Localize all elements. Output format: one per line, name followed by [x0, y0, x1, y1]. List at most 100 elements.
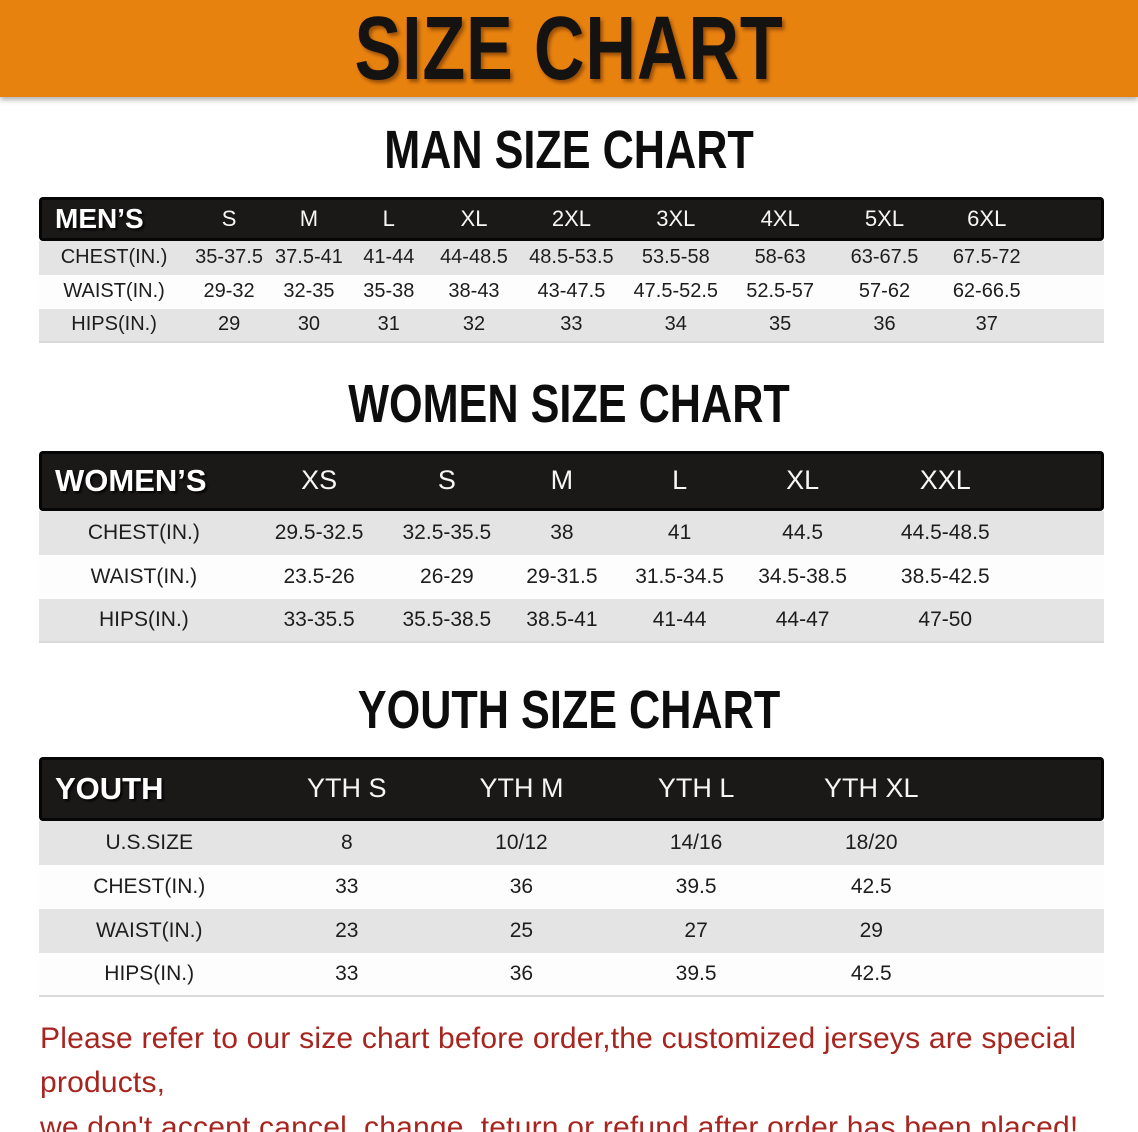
man-size-chart-heading: MAN SIZE CHART	[0, 123, 1138, 177]
size-value-cell: 37.5-41	[269, 240, 349, 275]
disclaimer-line-1: Please refer to our size chart before or…	[40, 1021, 1077, 1100]
disclaimer: Please refer to our size chart before or…	[40, 1017, 1108, 1132]
size-value-cell: 29	[189, 308, 270, 343]
disclaimer-line-2: we don't accept cancel, change, teturn o…	[40, 1110, 1079, 1132]
women-header-row: WOMEN’S XS S M L XL XXL	[39, 450, 1104, 511]
women-row-waistin: WAIST(IN.) 23.5-26 26-29 29-31.5 31.5-34.5 34…	[39, 554, 1104, 599]
size-value-cell: 32.5-35.5	[389, 510, 505, 555]
row-spacer	[959, 908, 1104, 953]
size-value-cell: 52.5-57	[727, 274, 833, 309]
youth-header-spacer	[959, 756, 1104, 821]
size-value-cell: 38	[504, 510, 620, 555]
size-value-cell: 8	[259, 820, 435, 865]
youth-table-title: YOUTH	[39, 756, 260, 821]
row-label: HIPS(IN.)	[39, 598, 249, 643]
size-value-cell: 39.5	[608, 864, 784, 909]
youth-size-table: YOUTH YTH S YTH M YTH L YTH XL U.S.SIZE 8 10/12…	[39, 756, 1104, 997]
size-value-cell: 36	[434, 864, 609, 909]
size-value-cell: 38.5-42.5	[865, 554, 1026, 599]
youth-size-column-header: YTH XL	[783, 756, 960, 821]
women-row-chestin: CHEST(IN.) 29.5-32.5 32.5-35.5 38 41 44.5 44.5…	[39, 510, 1104, 555]
youth-row-ussize: U.S.SIZE 8 10/12 14/16 18/20	[39, 820, 1104, 865]
size-value-cell: 58-63	[727, 240, 833, 275]
men-size-column-header: L	[348, 196, 429, 241]
size-value-cell: 35.5-38.5	[389, 598, 505, 643]
size-value-cell: 42.5	[783, 952, 960, 997]
women-size-chart-heading-text: WOMEN SIZE CHART	[348, 373, 790, 434]
size-value-cell: 41-44	[348, 240, 429, 275]
banner-title: SIZE CHART	[354, 0, 784, 99]
row-label: HIPS(IN.)	[39, 952, 260, 997]
row-label: WAIST(IN.)	[39, 554, 249, 599]
size-value-cell: 33	[259, 952, 435, 997]
size-value-cell: 41	[619, 510, 740, 555]
men-size-column-header: S	[189, 196, 270, 241]
size-value-cell: 42.5	[783, 864, 960, 909]
women-table-title: WOMEN’S	[39, 450, 249, 511]
row-label: CHEST(IN.)	[39, 240, 190, 275]
row-spacer	[959, 820, 1104, 865]
row-label: U.S.SIZE	[39, 820, 260, 865]
size-value-cell: 35-38	[348, 274, 429, 309]
size-value-cell: 32-35	[269, 274, 349, 309]
women-size-column-header: XXL	[865, 450, 1026, 511]
men-header-spacer	[1036, 196, 1104, 241]
size-value-cell: 23	[259, 908, 435, 953]
size-value-cell: 62-66.5	[936, 274, 1037, 309]
row-spacer	[1025, 554, 1104, 599]
size-value-cell: 44-47	[739, 598, 866, 643]
size-value-cell: 44.5-48.5	[865, 510, 1026, 555]
youth-row-waistin: WAIST(IN.) 23 25 27 29	[39, 908, 1104, 953]
women-size-table: WOMEN’S XS S M L XL XXL CHEST(IN.) 29.5-32.5 32.5…	[39, 450, 1104, 643]
size-value-cell: 25	[434, 908, 609, 953]
row-spacer	[1036, 240, 1104, 275]
size-value-cell: 32	[428, 308, 520, 343]
row-spacer	[959, 952, 1104, 997]
row-spacer	[1036, 308, 1104, 343]
men-size-column-header: 5XL	[832, 196, 937, 241]
men-size-column-header: M	[269, 196, 349, 241]
size-value-cell: 34	[623, 308, 728, 343]
size-chart-banner: SIZE CHART	[0, 0, 1138, 97]
size-value-cell: 33-35.5	[248, 598, 390, 643]
men-size-column-header: 2XL	[519, 196, 624, 241]
youth-row-hipsin: HIPS(IN.) 33 36 39.5 42.5	[39, 952, 1104, 997]
youth-size-column-header: YTH L	[608, 756, 784, 821]
men-size-column-header: XL	[428, 196, 520, 241]
size-value-cell: 47.5-52.5	[623, 274, 728, 309]
size-value-cell: 27	[608, 908, 784, 953]
men-header-row: MEN’S S M L XL 2XL 3XL 4XL 5XL 6XL	[39, 196, 1104, 241]
size-value-cell: 63-67.5	[832, 240, 937, 275]
size-value-cell: 14/16	[608, 820, 784, 865]
youth-size-chart-heading-text: YOUTH SIZE CHART	[357, 679, 781, 740]
women-size-chart-heading: WOMEN SIZE CHART	[0, 377, 1138, 431]
youth-size-column-header: YTH S	[259, 756, 435, 821]
size-value-cell: 29-31.5	[504, 554, 620, 599]
size-value-cell: 44-48.5	[428, 240, 520, 275]
women-size-column-header: S	[389, 450, 505, 511]
row-spacer	[1025, 598, 1104, 643]
size-value-cell: 38-43	[428, 274, 520, 309]
size-value-cell: 36	[832, 308, 937, 343]
youth-row-chestin: CHEST(IN.) 33 36 39.5 42.5	[39, 864, 1104, 909]
size-value-cell: 30	[269, 308, 349, 343]
men-size-table: MEN’S S M L XL 2XL 3XL 4XL 5XL 6XL CHEST(IN.) 35-37…	[39, 196, 1104, 343]
size-value-cell: 57-62	[832, 274, 937, 309]
women-size-column-header: M	[504, 450, 620, 511]
size-value-cell: 43-47.5	[519, 274, 624, 309]
size-value-cell: 33	[259, 864, 435, 909]
size-value-cell: 41-44	[619, 598, 740, 643]
men-size-column-header: 6XL	[936, 196, 1037, 241]
women-size-column-header: L	[619, 450, 740, 511]
size-value-cell: 29	[783, 908, 960, 953]
size-value-cell: 39.5	[608, 952, 784, 997]
row-spacer	[1036, 274, 1104, 309]
size-value-cell: 36	[434, 952, 609, 997]
size-value-cell: 48.5-53.5	[519, 240, 624, 275]
men-size-column-header: 4XL	[727, 196, 833, 241]
man-size-chart-heading-text: MAN SIZE CHART	[384, 120, 754, 180]
women-row-hipsin: HIPS(IN.) 33-35.5 35.5-38.5 38.5-41 41-44 44-…	[39, 598, 1104, 643]
row-label: CHEST(IN.)	[39, 864, 260, 909]
youth-size-chart-heading: YOUTH SIZE CHART	[0, 683, 1138, 737]
youth-header-row: YOUTH YTH S YTH M YTH L YTH XL	[39, 756, 1104, 821]
